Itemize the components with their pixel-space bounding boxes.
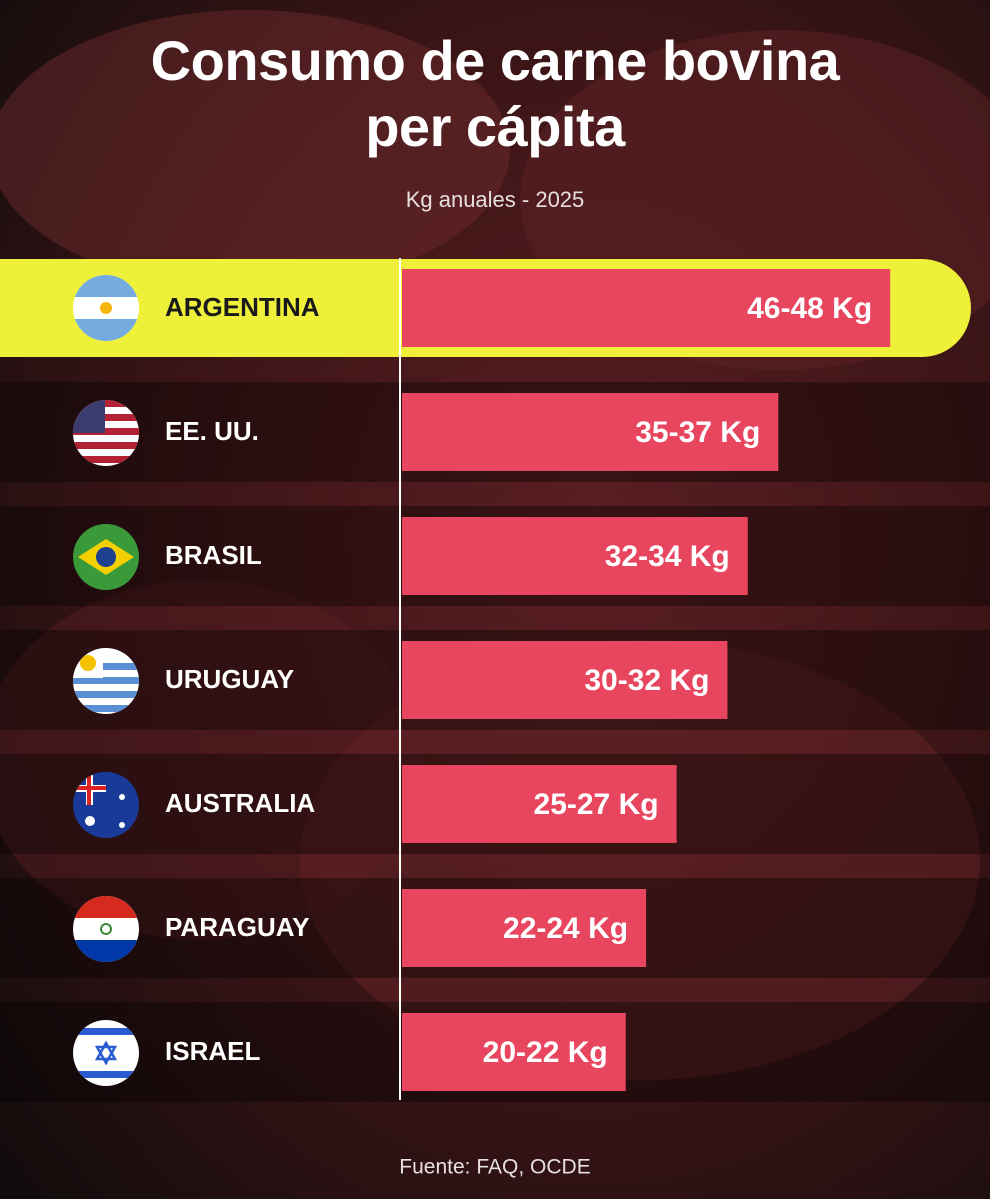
- value-label: 46-48 Kg: [747, 292, 872, 325]
- value-label: 35-37 Kg: [635, 416, 760, 449]
- flag-israel: [73, 1020, 139, 1086]
- category-label: AUSTRALIA: [165, 788, 315, 818]
- meat-shape: [0, 10, 510, 290]
- chart-title: Consumo de carne bovina per cápita: [150, 29, 840, 158]
- bar: [402, 641, 728, 719]
- bar: [402, 517, 748, 595]
- bar: [402, 889, 647, 967]
- bar: [402, 393, 779, 471]
- flag-paraguay: [73, 896, 139, 962]
- category-label: ISRAEL: [165, 1036, 260, 1066]
- value-label: 20-22 Kg: [483, 1036, 608, 1069]
- flag-argentina: [73, 275, 139, 341]
- value-label: 25-27 Kg: [534, 788, 659, 821]
- category-label: EE. UU.: [165, 416, 259, 446]
- bar: [402, 765, 677, 843]
- value-label: 32-34 Kg: [605, 540, 730, 573]
- flag-australia: [73, 772, 139, 838]
- category-label: ARGENTINA: [165, 292, 320, 322]
- subtitle: Kg anuales - 2025: [406, 187, 585, 212]
- category-label: BRASIL: [165, 540, 262, 570]
- value-label: 30-32 Kg: [584, 664, 709, 697]
- meat-shape: [300, 640, 980, 1080]
- source: Fuente: FAQ, OCDE: [399, 1156, 590, 1179]
- category-label: URUGUAY: [165, 664, 294, 694]
- flag-usa: [73, 400, 139, 466]
- bar: [402, 1013, 626, 1091]
- flag-brazil: [73, 524, 139, 590]
- flag-uruguay: [73, 648, 139, 714]
- value-label: 22-24 Kg: [503, 912, 628, 945]
- category-label: PARAGUAY: [165, 912, 309, 942]
- bar: [402, 269, 891, 347]
